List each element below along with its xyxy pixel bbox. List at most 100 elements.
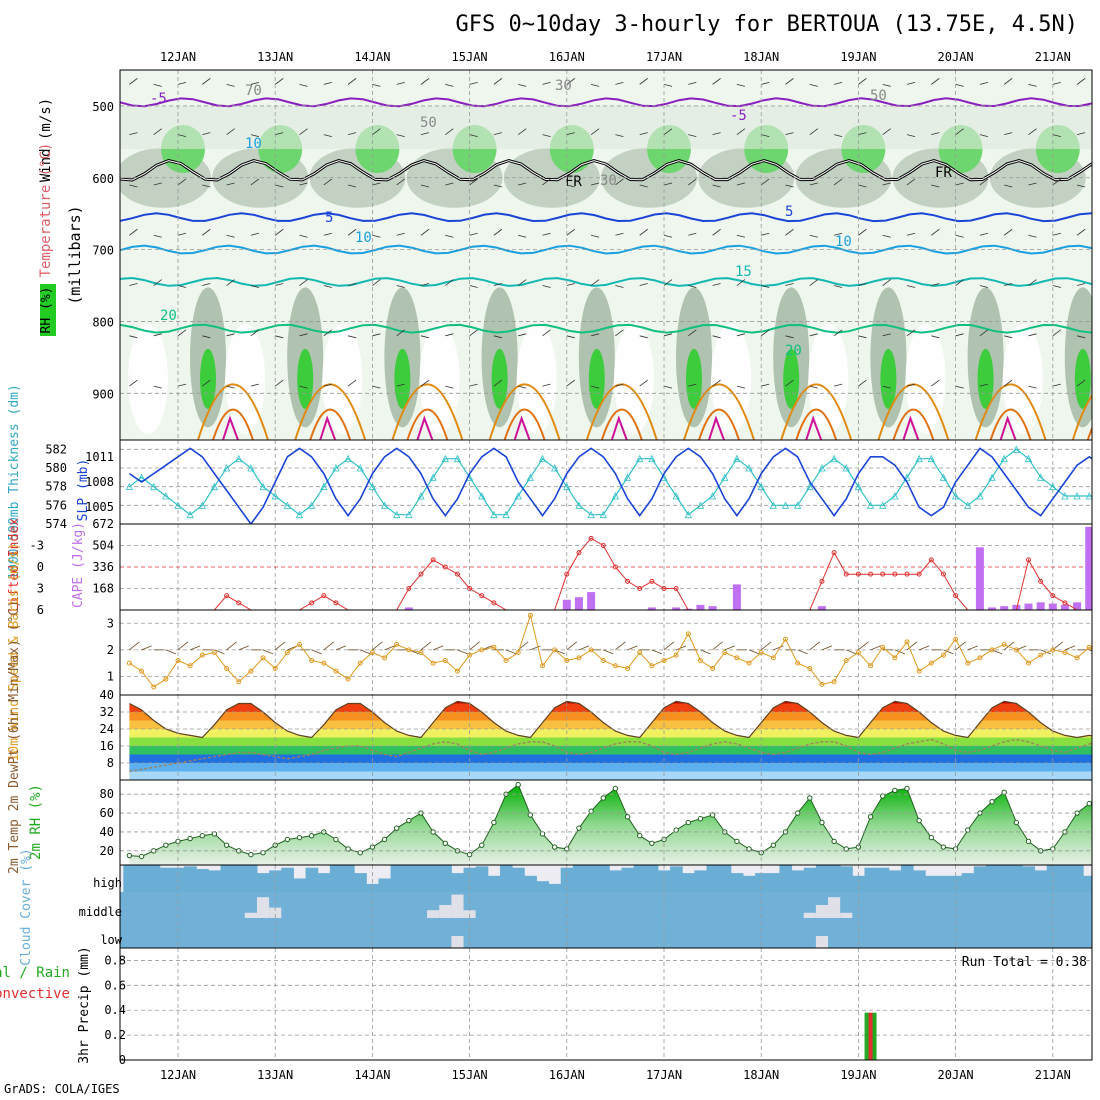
wind-barb — [809, 234, 818, 238]
cloud-bar — [961, 873, 975, 892]
thickness-point — [842, 464, 850, 472]
wind-barb — [396, 383, 405, 387]
slp-tick: 1005 — [85, 500, 114, 514]
warm-contour — [683, 383, 755, 440]
wind-barb — [493, 379, 503, 387]
contour-label: FR — [935, 165, 952, 181]
rh-point — [916, 817, 922, 824]
cloud-bar — [767, 873, 780, 892]
wind-speed-point — [564, 657, 570, 663]
wind-speed-point — [783, 636, 788, 642]
wind-barb — [1004, 335, 1013, 339]
wind-speed-point — [430, 660, 436, 666]
wind-speed-point — [345, 676, 351, 682]
wind-barb — [663, 641, 675, 651]
wind-barb — [906, 134, 916, 138]
wind-barb — [1003, 78, 1013, 85]
wind-barb — [834, 134, 843, 138]
wind-barb — [469, 134, 478, 138]
rh-band — [120, 105, 1092, 150]
wind-barb — [724, 645, 735, 651]
wind-barb — [1028, 279, 1037, 286]
rh-tick: 20 — [100, 844, 114, 858]
thickness-point — [174, 501, 182, 509]
wind-barb — [846, 649, 857, 655]
hot-contour — [999, 415, 1017, 440]
rh-label: RH (%) — [39, 287, 54, 334]
cloud-bar — [609, 870, 622, 892]
wind-speed-point — [588, 647, 594, 653]
cape-axis-label: CAPE (J/kg) — [71, 522, 86, 608]
wind-barb — [1003, 641, 1015, 651]
rh-point — [199, 833, 206, 839]
cloud-bar — [451, 873, 465, 892]
wind-barb — [1052, 285, 1061, 288]
cloud-bar — [888, 870, 902, 892]
wind-barb — [955, 385, 964, 389]
wind-barb — [420, 228, 430, 236]
lifted-cape-series — [129, 526, 1092, 610]
lifted-index-point — [649, 578, 655, 584]
rh-point — [491, 819, 497, 826]
rh-shade-core — [783, 348, 800, 409]
wind-barb — [979, 383, 988, 387]
wind-barb — [663, 83, 673, 87]
temperature-tick: 24 — [100, 722, 114, 736]
thickness-point — [429, 473, 437, 481]
cloud-bar — [913, 870, 926, 892]
wind-barb — [1003, 228, 1013, 236]
wind-barb — [651, 649, 662, 655]
temperature-contour — [120, 276, 1092, 287]
wind-barb — [712, 78, 721, 85]
cloud-clear-bar — [451, 936, 464, 948]
wind-speed-point — [916, 668, 922, 674]
wind-barb — [396, 134, 405, 138]
date-label-top: 21JAN — [1035, 50, 1071, 64]
cloud-bar — [973, 866, 987, 892]
wind-barb — [323, 81, 332, 85]
wind-barb — [761, 81, 770, 85]
cloud-bar — [499, 865, 513, 892]
rh-point — [345, 846, 351, 852]
wind-barb — [858, 641, 869, 651]
run-total-label: Run Total = 0.38 — [962, 955, 1087, 970]
lifted-index-point — [430, 557, 436, 563]
thickness-point — [818, 464, 826, 472]
thickness-point — [794, 501, 802, 509]
wind-barb — [396, 81, 405, 85]
wind-barb — [809, 83, 818, 87]
wind-barb — [566, 379, 576, 387]
cloud-bar — [135, 865, 149, 892]
wind-barb — [1028, 234, 1037, 238]
wind-barb — [736, 279, 746, 286]
wind-barb — [420, 283, 430, 286]
wind-speed-point — [600, 657, 606, 663]
wind-barb — [457, 649, 468, 655]
rh-point — [892, 787, 898, 794]
wind-barb — [323, 232, 332, 236]
wind-barb — [931, 283, 940, 286]
wind-barb — [323, 641, 335, 651]
lifted-index-point — [479, 593, 485, 599]
wind-barb — [931, 132, 940, 136]
cloud-bar — [196, 869, 209, 892]
thickness-point — [332, 464, 340, 472]
wind-barb — [858, 184, 867, 188]
wind-speed-point — [843, 657, 849, 663]
wind-speed-point — [199, 652, 205, 658]
temperature-bands — [129, 701, 1092, 780]
wind-barb — [226, 279, 235, 286]
wind-barb — [348, 184, 357, 188]
wind-barb — [469, 329, 478, 337]
wind-speed-point — [1001, 642, 1007, 648]
cloud-clear-bar — [244, 912, 257, 918]
cape-tick: 336 — [92, 560, 114, 574]
temperature-band — [129, 703, 1092, 712]
warm-contour — [391, 383, 464, 440]
legend-total-rain: Total / Rain — [0, 965, 70, 981]
warm-contour — [780, 383, 853, 440]
cloud-bar — [949, 875, 963, 892]
date-label-top: 16JAN — [549, 50, 585, 64]
wind-speed-point — [406, 647, 412, 653]
